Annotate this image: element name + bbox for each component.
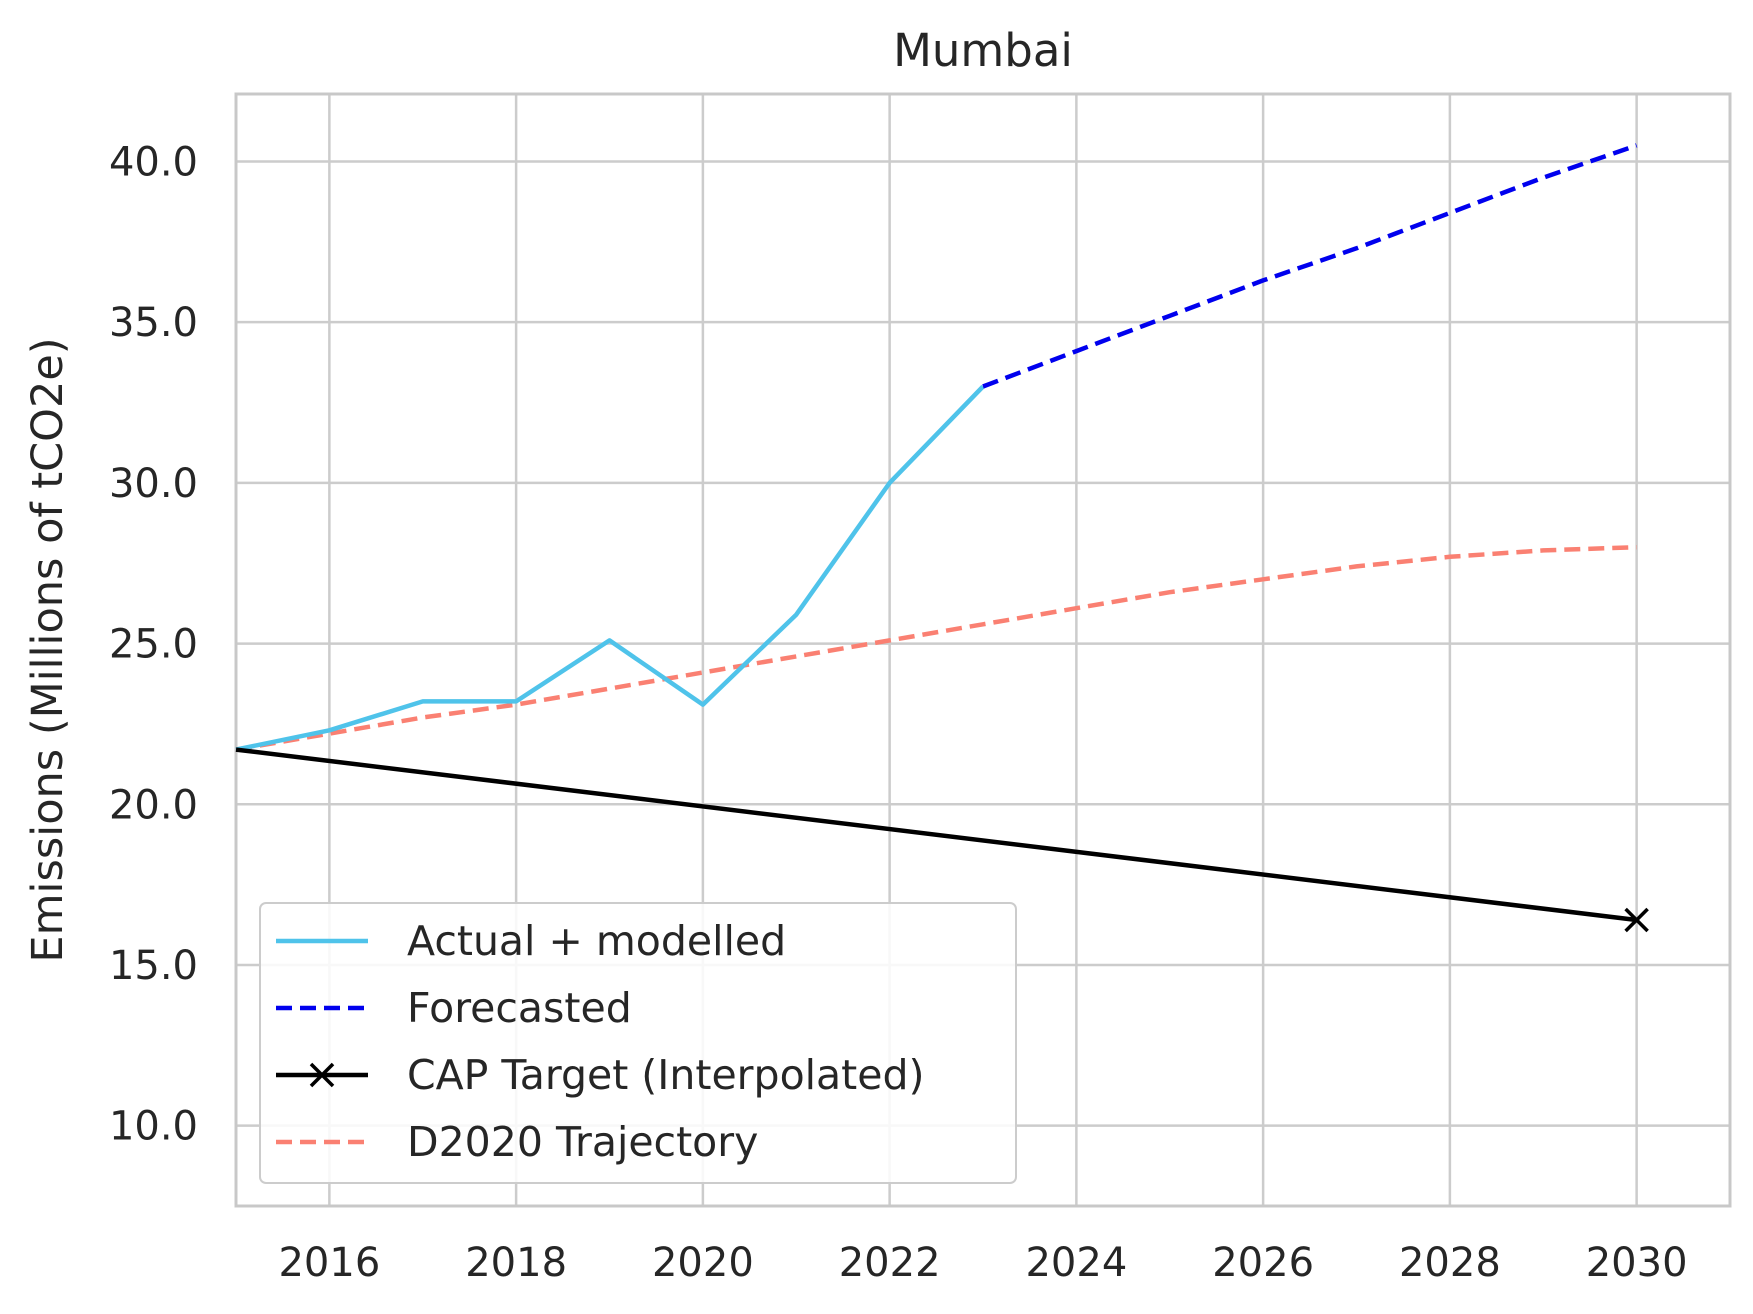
- y-tick-label: 25.0: [109, 622, 198, 668]
- legend-item: CAP Target (Interpolated): [276, 1051, 925, 1099]
- y-axis-label: Emissions (Millions of tCO2e): [23, 337, 73, 962]
- series-line-2: [235, 747, 1637, 923]
- legend-box: [259, 902, 1017, 1184]
- y-axis-ticks: 10.0 15.0 20.0 25.0 30.0 35.0 40.0: [109, 139, 198, 1149]
- x-tick-label: 2026: [1212, 1240, 1314, 1286]
- series-layer: [235, 143, 1649, 933]
- x-tick-label: 2024: [1025, 1240, 1127, 1286]
- chart-title: Mumbai: [893, 24, 1073, 77]
- x-tick-label: 2030: [1586, 1240, 1688, 1286]
- x-axis-ticks: 2016 2018 2020 2022 2024 2026 2028 2030: [278, 1240, 1687, 1286]
- y-tick-label: 30.0: [109, 461, 198, 507]
- x-tick-label: 2018: [465, 1240, 567, 1286]
- series-line-1: [982, 143, 1638, 389]
- legend-item: Actual + modelled: [276, 917, 786, 965]
- series-marker-x: [1624, 907, 1649, 933]
- legend-label: D2020 Trajectory: [407, 1118, 758, 1166]
- x-tick-label: 2016: [278, 1240, 380, 1286]
- legend-label: Actual + modelled: [407, 917, 786, 965]
- legend-items: Actual + modelled Forecasted CAP Target (I…: [276, 917, 925, 1166]
- legend-item: Forecasted: [276, 984, 632, 1032]
- y-tick-label: 35.0: [109, 300, 198, 346]
- legend-label: CAP Target (Interpolated): [407, 1051, 925, 1099]
- legend-label: Forecasted: [407, 984, 632, 1032]
- y-tick-label: 40.0: [109, 139, 198, 185]
- x-tick-label: 2028: [1399, 1240, 1501, 1286]
- x-tick-label: 2020: [652, 1240, 754, 1286]
- y-tick-label: 20.0: [109, 782, 198, 828]
- series-line-0: [235, 384, 985, 752]
- plot-area-frame: [234, 92, 1732, 1208]
- legend: Actual + modelled Forecasted CAP Target (I…: [259, 902, 1017, 1184]
- y-tick-label: 15.0: [109, 943, 198, 989]
- y-tick-label: 10.0: [109, 1104, 198, 1150]
- series-line-3: [235, 544, 1637, 752]
- x-tick-label: 2022: [839, 1240, 941, 1286]
- legend-item: D2020 Trajectory: [276, 1118, 758, 1166]
